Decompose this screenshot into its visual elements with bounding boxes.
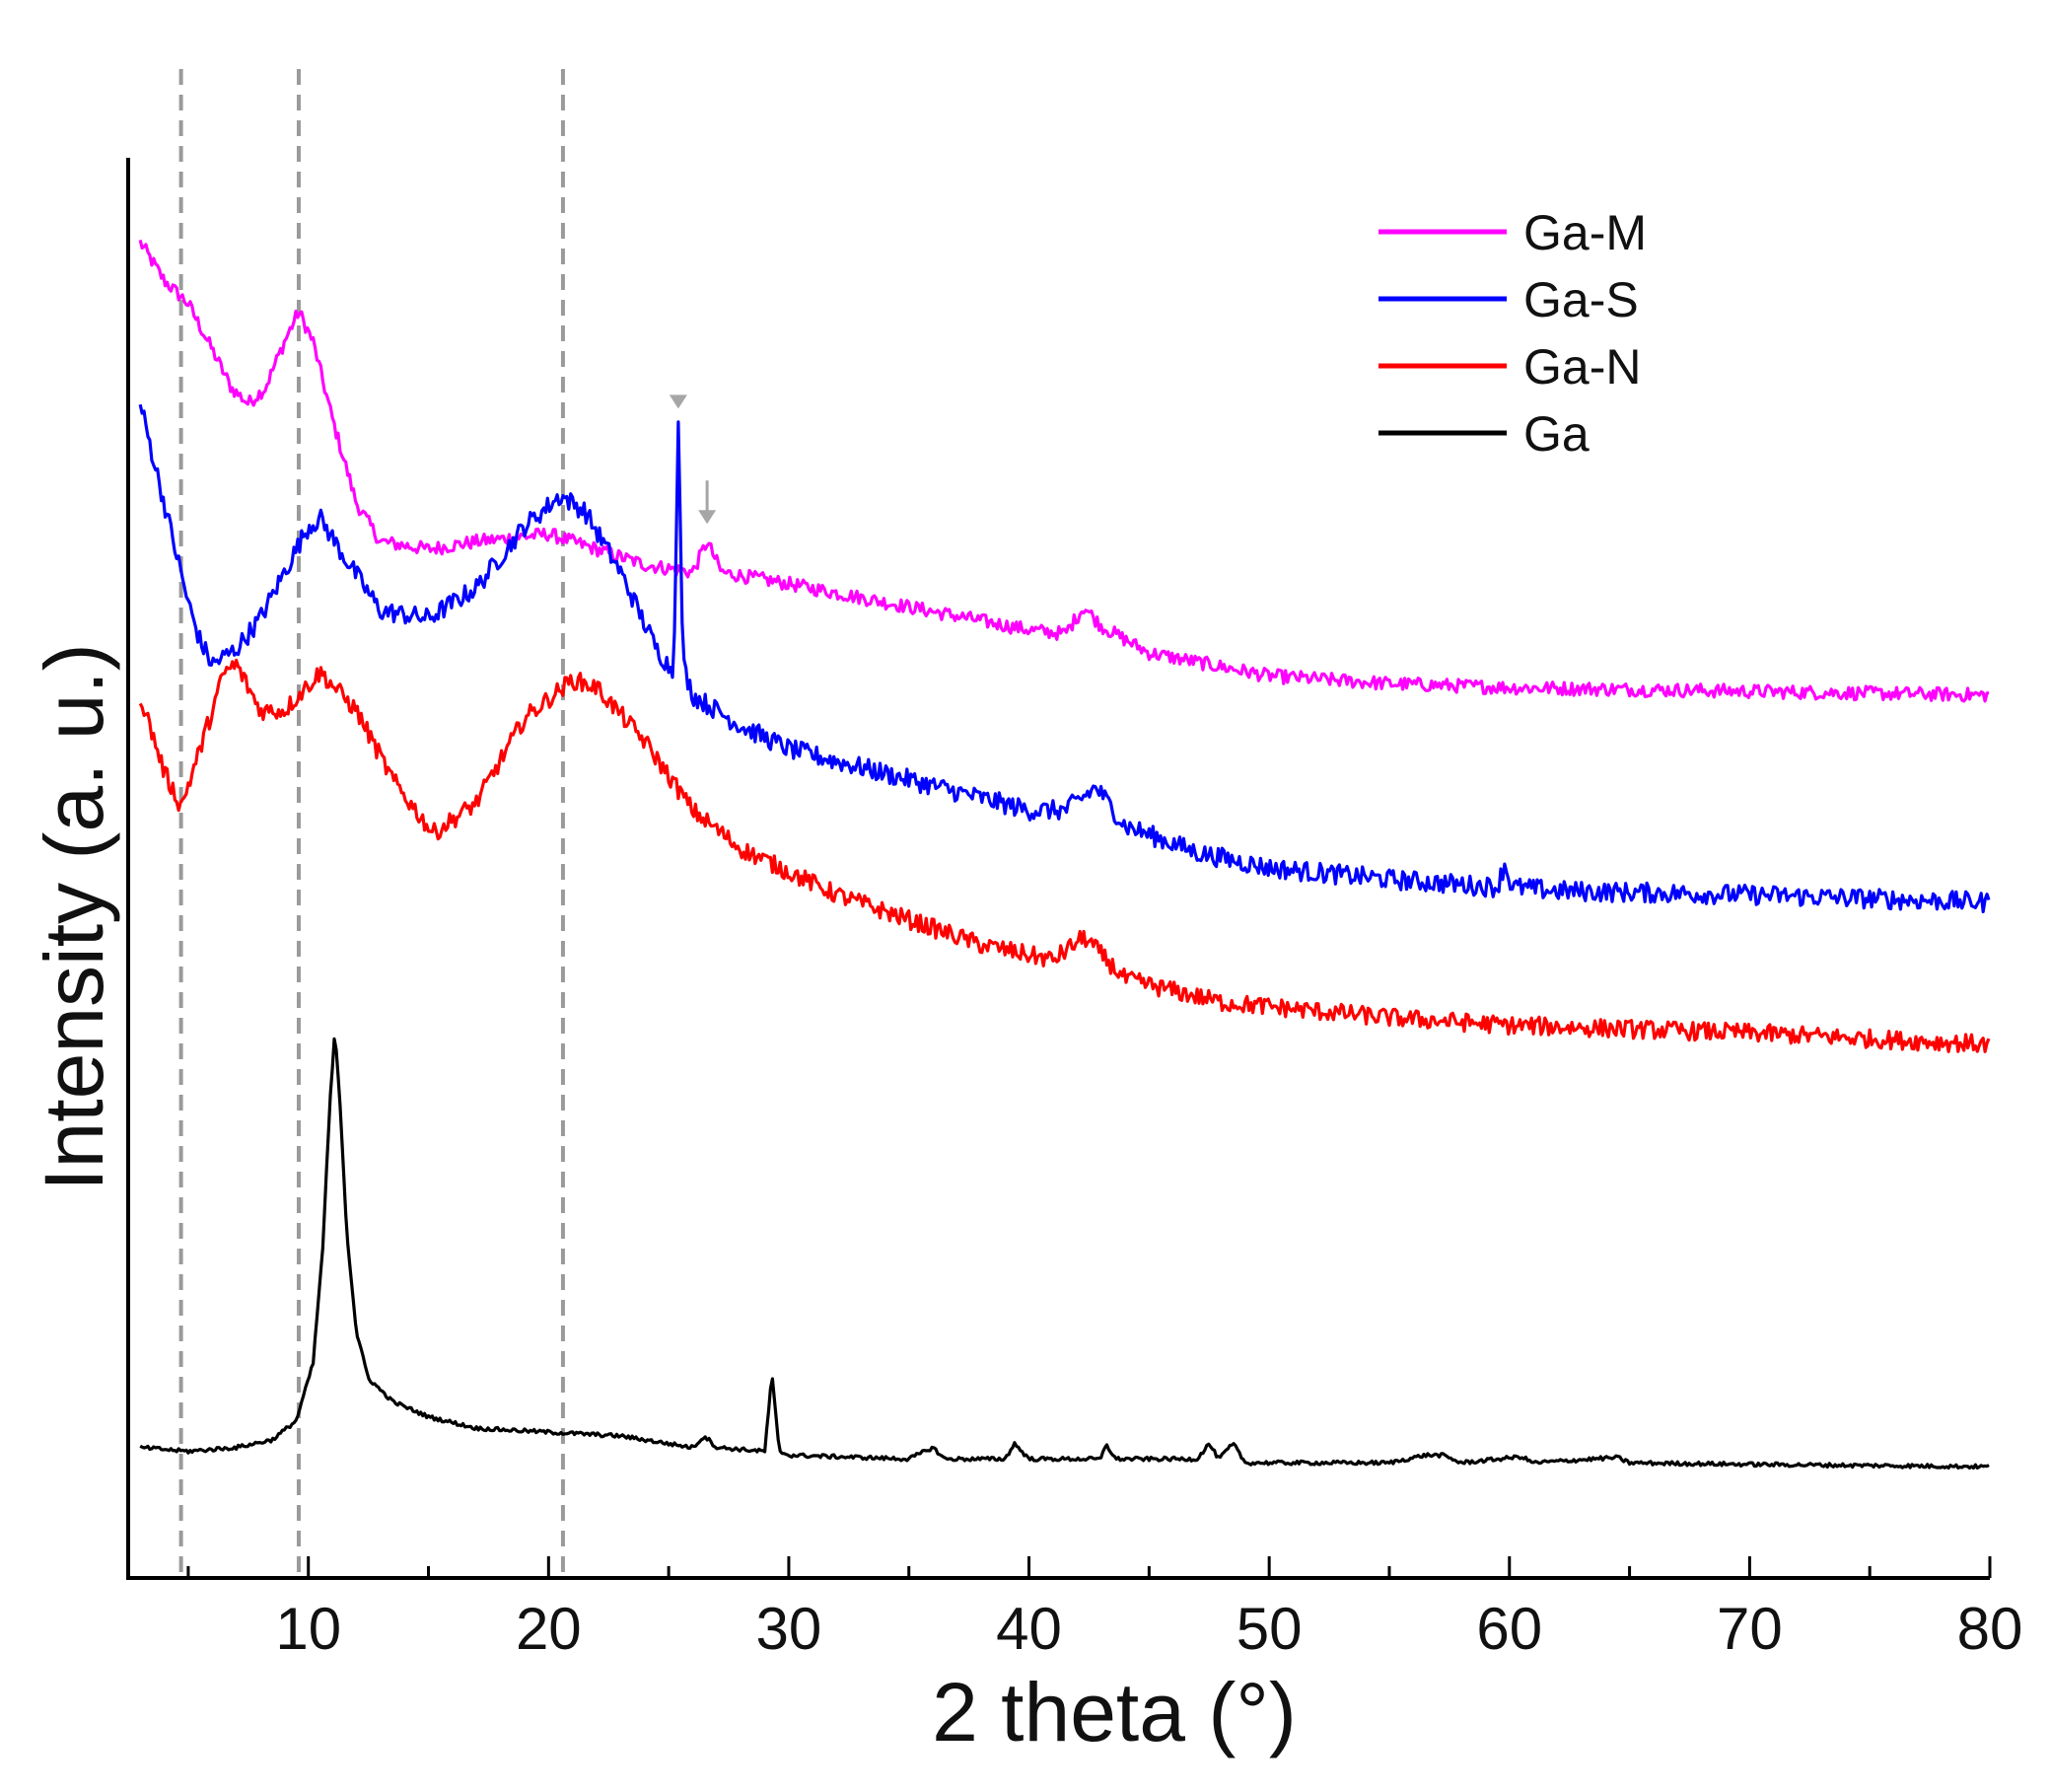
- annotation-arrows: [669, 394, 717, 525]
- x-tick-label: 50: [1237, 1596, 1303, 1662]
- axes: [126, 158, 1990, 1580]
- legend-label-ga: Ga: [1523, 406, 1590, 462]
- legend-label-ga-m: Ga-M: [1523, 205, 1647, 260]
- x-ticks: 10 20 30 40 50 60 70 80: [186, 1556, 2023, 1662]
- series-line-ga-n: [138, 658, 1991, 1053]
- plot-series: [138, 240, 1991, 1470]
- x-tick-label: 30: [756, 1596, 822, 1662]
- reference-lines: [178, 69, 565, 1578]
- x-axis-title: 2 theta (°): [932, 1666, 1297, 1758]
- series-line-ga-s: [138, 403, 1991, 913]
- series-line-ga-m: [138, 240, 1990, 703]
- legend: Ga-M Ga-S Ga-N Ga: [1378, 205, 1647, 462]
- legend-label-ga-s: Ga-S: [1523, 272, 1639, 327]
- legend-label-ga-n: Ga-N: [1523, 339, 1641, 394]
- y-axis-title: Intensity (a. u.): [28, 643, 120, 1191]
- x-tick-label: 80: [1957, 1596, 2023, 1662]
- annotation-arrow-head-0: [698, 510, 717, 525]
- x-tick-label: 40: [996, 1596, 1062, 1662]
- x-tick-label: 60: [1476, 1596, 1542, 1662]
- series-line-ga: [139, 1037, 1990, 1470]
- x-tick-label: 20: [516, 1596, 582, 1662]
- x-tick-label: 70: [1717, 1596, 1783, 1662]
- x-tick-label: 10: [275, 1596, 341, 1662]
- annotation-arrow-head-1: [669, 394, 687, 409]
